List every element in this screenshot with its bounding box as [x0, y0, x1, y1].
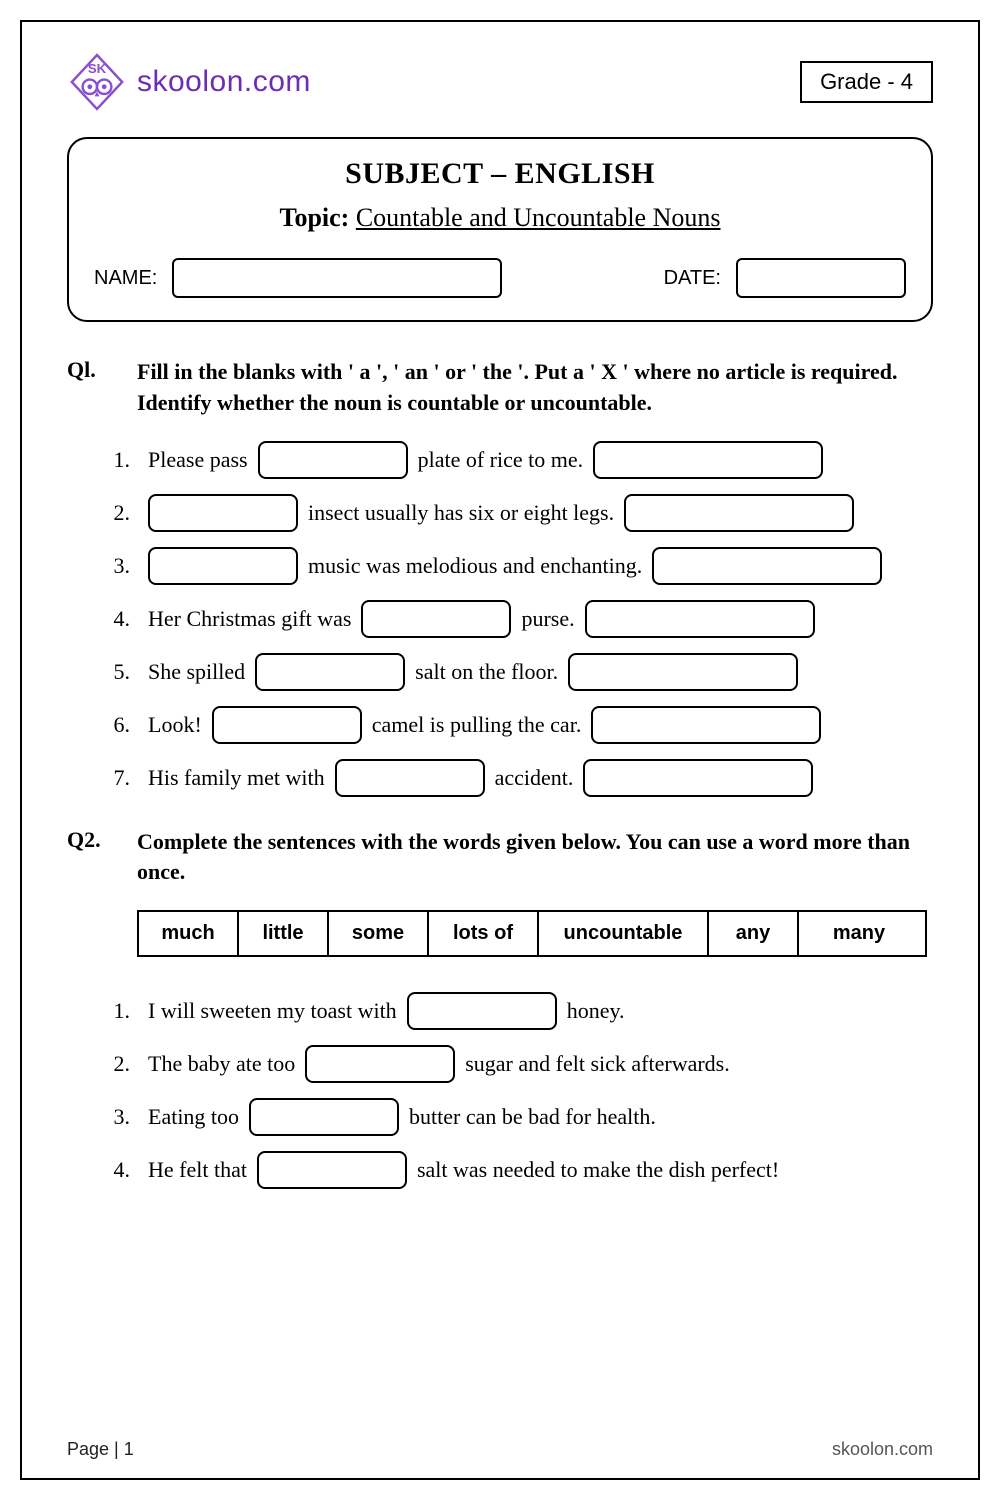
- logo-block: SK skoolon.com: [67, 52, 311, 112]
- noun-type-blank[interactable]: [585, 600, 815, 638]
- brand-name: skoolon.com: [137, 65, 311, 99]
- article-blank[interactable]: [258, 441, 408, 479]
- worksheet-page: SK skoolon.com Grade - 4 SUBJECT – ENGLI…: [20, 20, 980, 1480]
- sentence-text: salt on the floor.: [415, 659, 558, 685]
- sentence-text: camel is pulling the car.: [372, 712, 582, 738]
- q2-item: 3. Eating too butter can be bad for health…: [102, 1098, 933, 1136]
- question-2: Q2. Complete the sentences with the word…: [67, 827, 933, 1190]
- q1-item: 3. music was melodious and enchanting.: [102, 547, 933, 585]
- q1-items: 1. Please pass plate of rice to me. 2. insec…: [67, 441, 933, 797]
- subject-title: SUBJECT – ENGLISH: [94, 157, 906, 191]
- topic-label: Topic:: [280, 203, 350, 232]
- word-bank-cell: any: [709, 912, 799, 955]
- noun-type-blank[interactable]: [583, 759, 813, 797]
- word-bank-cell: some: [329, 912, 429, 955]
- owl-logo-icon: SK: [67, 52, 127, 112]
- fill-blank[interactable]: [407, 992, 557, 1030]
- item-number: 1.: [102, 447, 130, 473]
- question-1: Ql. Fill in the blanks with ' a ', ' an …: [67, 357, 933, 797]
- q2-instruction: Complete the sentences with the words gi…: [137, 827, 933, 889]
- word-bank-cell: lots of: [429, 912, 539, 955]
- svg-text:SK: SK: [88, 61, 107, 76]
- word-bank-cell: little: [239, 912, 329, 955]
- article-blank[interactable]: [148, 494, 298, 532]
- sentence-text: Please pass: [148, 447, 248, 473]
- noun-type-blank[interactable]: [591, 706, 821, 744]
- q1-item: 7. His family met with accident.: [102, 759, 933, 797]
- q1-number: Ql.: [67, 357, 117, 419]
- noun-type-blank[interactable]: [593, 441, 823, 479]
- item-number: 4.: [102, 1157, 130, 1183]
- item-number: 4.: [102, 606, 130, 632]
- sentence-text: purse.: [521, 606, 574, 632]
- topic-line: Topic: Countable and Uncountable Nouns: [94, 203, 906, 233]
- q2-number: Q2.: [67, 827, 117, 889]
- article-blank[interactable]: [335, 759, 485, 797]
- article-blank[interactable]: [255, 653, 405, 691]
- sentence-text: His family met with: [148, 765, 325, 791]
- fill-blank[interactable]: [249, 1098, 399, 1136]
- item-number: 6.: [102, 712, 130, 738]
- item-number: 2.: [102, 1051, 130, 1077]
- subject-box: SUBJECT – ENGLISH Topic: Countable and U…: [67, 137, 933, 322]
- word-bank: muchlittlesomelots ofuncountableanymany: [137, 910, 927, 957]
- sentence-text: accident.: [495, 765, 574, 791]
- topic-value: Countable and Uncountable Nouns: [356, 203, 721, 232]
- fill-blank[interactable]: [305, 1045, 455, 1083]
- item-number: 3.: [102, 1104, 130, 1130]
- header-row: SK skoolon.com Grade - 4: [67, 52, 933, 112]
- sentence-text: butter can be bad for health.: [409, 1104, 656, 1130]
- word-bank-cell: many: [799, 912, 919, 955]
- q1-item: 2. insect usually has six or eight legs.: [102, 494, 933, 532]
- q1-item: 6. Look! camel is pulling the car.: [102, 706, 933, 744]
- sentence-text: Her Christmas gift was: [148, 606, 351, 632]
- sentence-text: plate of rice to me.: [418, 447, 584, 473]
- sentence-text: sugar and felt sick afterwards.: [465, 1051, 730, 1077]
- sentence-text: The baby ate too: [148, 1051, 295, 1077]
- word-bank-cell: uncountable: [539, 912, 709, 955]
- sentence-text: salt was needed to make the dish perfect…: [417, 1157, 779, 1183]
- date-label: DATE:: [664, 267, 721, 290]
- item-number: 7.: [102, 765, 130, 791]
- page-number: Page | 1: [67, 1439, 134, 1460]
- sentence-text: Look!: [148, 712, 202, 738]
- name-label: NAME:: [94, 267, 157, 290]
- fill-blank[interactable]: [257, 1151, 407, 1189]
- name-date-row: NAME: DATE:: [94, 258, 906, 298]
- sentence-text: I will sweeten my toast with: [148, 998, 397, 1024]
- q2-items: 1. I will sweeten my toast with honey. 2. Th…: [67, 992, 933, 1189]
- word-bank-cell: much: [139, 912, 239, 955]
- footer-brand: skoolon.com: [832, 1439, 933, 1460]
- article-blank[interactable]: [212, 706, 362, 744]
- item-number: 3.: [102, 553, 130, 579]
- noun-type-blank[interactable]: [652, 547, 882, 585]
- item-number: 5.: [102, 659, 130, 685]
- q2-item: 4. He felt that salt was needed to make th…: [102, 1151, 933, 1189]
- name-input[interactable]: [172, 258, 502, 298]
- sentence-text: He felt that: [148, 1157, 247, 1183]
- q1-item: 4. Her Christmas gift was purse.: [102, 600, 933, 638]
- sentence-text: honey.: [567, 998, 625, 1024]
- item-number: 2.: [102, 500, 130, 526]
- article-blank[interactable]: [148, 547, 298, 585]
- grade-badge: Grade - 4: [800, 61, 933, 103]
- sentence-text: She spilled: [148, 659, 245, 685]
- noun-type-blank[interactable]: [624, 494, 854, 532]
- footer: Page | 1 skoolon.com: [67, 1439, 933, 1460]
- sentence-text: insect usually has six or eight legs.: [308, 500, 614, 526]
- article-blank[interactable]: [361, 600, 511, 638]
- q1-instruction: Fill in the blanks with ' a ', ' an ' or…: [137, 357, 933, 419]
- noun-type-blank[interactable]: [568, 653, 798, 691]
- date-input[interactable]: [736, 258, 906, 298]
- q1-item: 1. Please pass plate of rice to me.: [102, 441, 933, 479]
- sentence-text: Eating too: [148, 1104, 239, 1130]
- item-number: 1.: [102, 998, 130, 1024]
- q2-item: 2. The baby ate too sugar and felt sick af…: [102, 1045, 933, 1083]
- q1-item: 5. She spilled salt on the floor.: [102, 653, 933, 691]
- sentence-text: music was melodious and enchanting.: [308, 553, 642, 579]
- q2-item: 1. I will sweeten my toast with honey.: [102, 992, 933, 1030]
